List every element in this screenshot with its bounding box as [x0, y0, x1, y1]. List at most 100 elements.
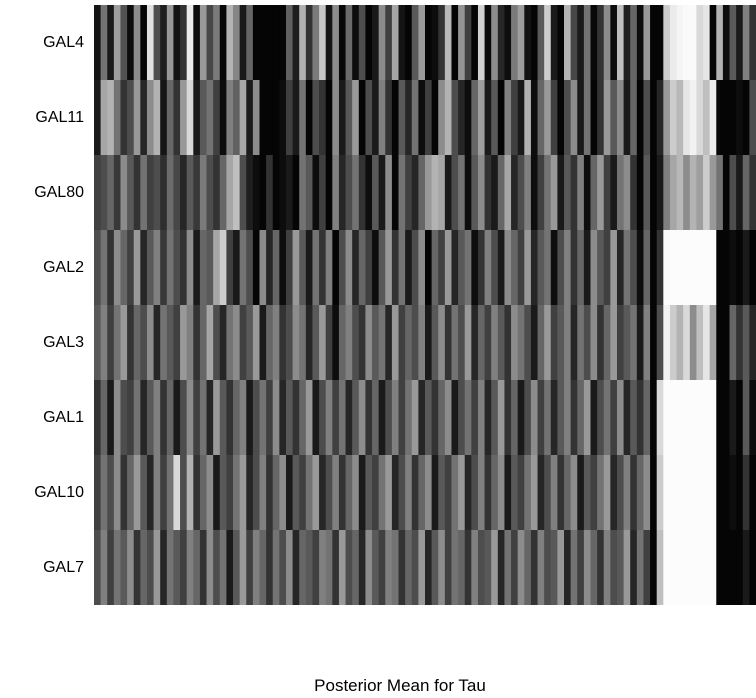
heatmap-cell — [643, 530, 651, 605]
heatmap-cell — [246, 155, 254, 231]
heatmap-cell — [550, 455, 558, 531]
heatmap-cell — [345, 5, 353, 81]
heatmap-cell — [477, 155, 485, 231]
heatmap-cell — [709, 155, 717, 231]
heatmap-cell — [524, 305, 532, 381]
heatmap-cell — [312, 5, 320, 81]
heatmap-cell — [484, 380, 492, 456]
heatmap-cell — [252, 5, 260, 81]
heatmap-cell — [180, 455, 188, 531]
heatmap-cell — [590, 155, 598, 231]
heatmap-cell — [199, 530, 207, 605]
heatmap-cell — [464, 455, 472, 531]
heatmap-cell — [193, 80, 201, 156]
heatmap-cell — [173, 455, 181, 531]
heatmap-cell — [319, 230, 327, 306]
heatmap-cell — [484, 155, 492, 231]
heatmap-cell — [570, 530, 578, 605]
heatmap-cell — [345, 230, 353, 306]
heatmap-cell — [312, 230, 320, 306]
heatmap-cell — [696, 230, 704, 306]
heatmap-cell — [246, 530, 254, 605]
heatmap-cell — [663, 380, 671, 456]
heatmap-cell — [431, 5, 439, 81]
heatmap-cell — [133, 530, 141, 605]
heatmap-cell — [577, 530, 585, 605]
heatmap-cell — [742, 530, 750, 605]
heatmap-cell — [590, 230, 598, 306]
heatmap-cell — [444, 5, 452, 81]
heatmap-cell — [709, 80, 717, 156]
heatmap-cell — [299, 530, 307, 605]
heatmap-cell — [742, 155, 750, 231]
heatmap-cell — [431, 230, 439, 306]
heatmap-cell — [564, 530, 572, 605]
heatmap-cell — [206, 380, 214, 456]
heatmap-cell — [107, 80, 115, 156]
heatmap-cell — [630, 530, 638, 605]
heatmap-cell — [312, 380, 320, 456]
heatmap-cell — [259, 80, 267, 156]
heatmap-cell — [590, 5, 598, 81]
heatmap-cell — [636, 455, 644, 531]
heatmap-cell — [491, 80, 499, 156]
heatmap-cell — [94, 530, 102, 605]
heatmap-cell — [100, 305, 108, 381]
heatmap-cell — [285, 80, 293, 156]
heatmap-cell — [319, 530, 327, 605]
heatmap-cell — [94, 230, 102, 306]
heatmap-cell — [577, 230, 585, 306]
heatmap-cell — [438, 380, 446, 456]
heatmap-cell — [325, 5, 333, 81]
heatmap-cell — [689, 5, 697, 81]
heatmap-cell — [636, 80, 644, 156]
heatmap-cell — [709, 230, 717, 306]
heatmap-cell — [160, 530, 168, 605]
heatmap-cell — [107, 230, 115, 306]
heatmap-cell — [431, 305, 439, 381]
heatmap-cell — [537, 305, 545, 381]
heatmap-cell — [372, 80, 380, 156]
heatmap-cell — [305, 5, 313, 81]
heatmap-cell — [233, 530, 241, 605]
heatmap-cell — [504, 5, 512, 81]
heatmap-cell — [133, 155, 141, 231]
heatmap-cell — [497, 155, 505, 231]
heatmap-cell — [736, 305, 744, 381]
heatmap-cell — [140, 380, 148, 456]
heatmap-cell — [100, 230, 108, 306]
heatmap-cell — [173, 230, 181, 306]
row-label: GAL1 — [43, 408, 84, 426]
heatmap-cell — [517, 530, 525, 605]
heatmap-cell — [305, 530, 313, 605]
heatmap-cell — [583, 380, 591, 456]
heatmap-cell — [749, 230, 756, 306]
heatmap-cell — [444, 305, 452, 381]
heatmap-cell — [722, 305, 730, 381]
heatmap-cell — [166, 230, 174, 306]
heatmap-cell — [577, 5, 585, 81]
heatmap-cell — [676, 80, 684, 156]
heatmap-cell — [365, 155, 373, 231]
row-label: GAL3 — [43, 333, 84, 351]
heatmap-cell — [696, 455, 704, 531]
heatmap-cell — [272, 5, 280, 81]
heatmap-cell — [537, 80, 545, 156]
heatmap-cell — [716, 380, 724, 456]
heatmap-cell — [338, 380, 346, 456]
heatmap-cell — [689, 155, 697, 231]
heatmap-cell — [464, 80, 472, 156]
heatmap-cell — [153, 5, 161, 81]
heatmap-cell — [378, 455, 386, 531]
heatmap-cell — [517, 230, 525, 306]
heatmap-cell — [663, 5, 671, 81]
heatmap-cell — [372, 5, 380, 81]
heatmap-cell — [570, 80, 578, 156]
heatmap-cell — [425, 155, 433, 231]
heatmap-cell — [305, 155, 313, 231]
heatmap-cell — [246, 5, 254, 81]
heatmap-cell — [107, 155, 115, 231]
heatmap-cell — [736, 80, 744, 156]
heatmap-cell — [180, 5, 188, 81]
heatmap-cell — [676, 305, 684, 381]
